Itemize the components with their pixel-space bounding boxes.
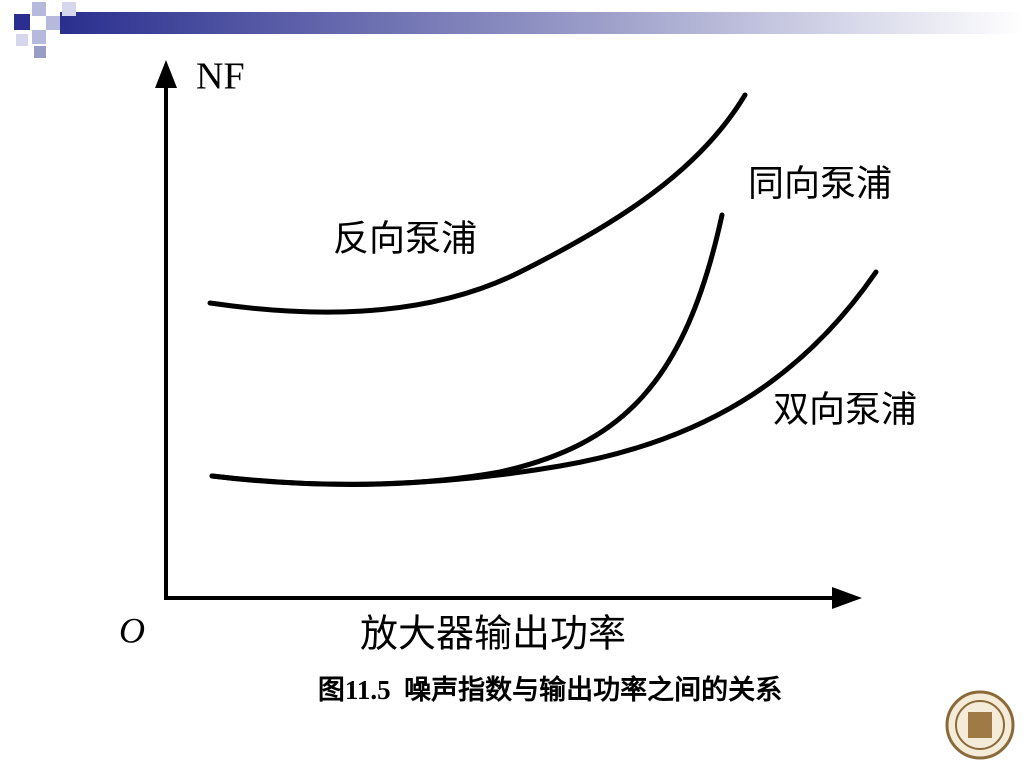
curves [207, 92, 879, 487]
origin-label: O [119, 610, 145, 650]
curve-bidirectional [209, 269, 879, 487]
caption: 图11.5 噪声指数与输出功率之间的关系 [318, 674, 782, 705]
x-axis-label: 放大器输出功率 [360, 614, 626, 656]
y-axis-arrow [155, 60, 177, 88]
curve-label: 双向泵浦 [773, 389, 917, 429]
curve-label: 反向泵浦 [333, 218, 477, 258]
logo [945, 690, 1015, 760]
y-axis-label: NF [196, 56, 245, 98]
axes [164, 80, 845, 600]
curve-label: 同向泵浦 [748, 163, 892, 203]
x-axis-arrow [832, 587, 862, 609]
curve-reverse [207, 92, 748, 315]
